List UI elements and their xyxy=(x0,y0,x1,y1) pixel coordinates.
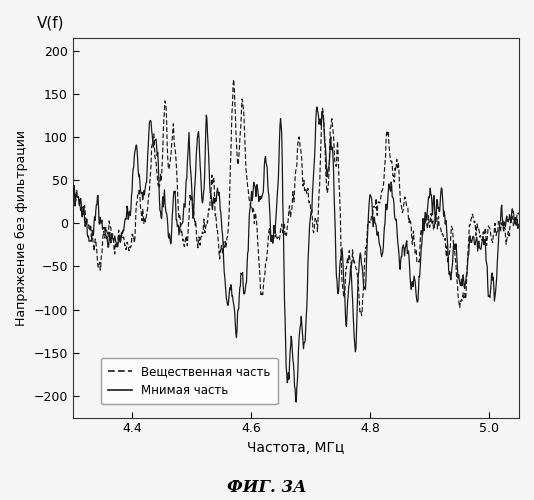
Legend: Вещественная часть, Мнимая часть: Вещественная часть, Мнимая часть xyxy=(101,358,278,404)
Y-axis label: Напряжение без фильтрации: Напряжение без фильтрации xyxy=(15,130,28,326)
X-axis label: Частота, МГц: Частота, МГц xyxy=(247,441,344,455)
Text: ФИГ. 3А: ФИГ. 3А xyxy=(227,479,307,496)
Text: V(f): V(f) xyxy=(37,15,65,30)
